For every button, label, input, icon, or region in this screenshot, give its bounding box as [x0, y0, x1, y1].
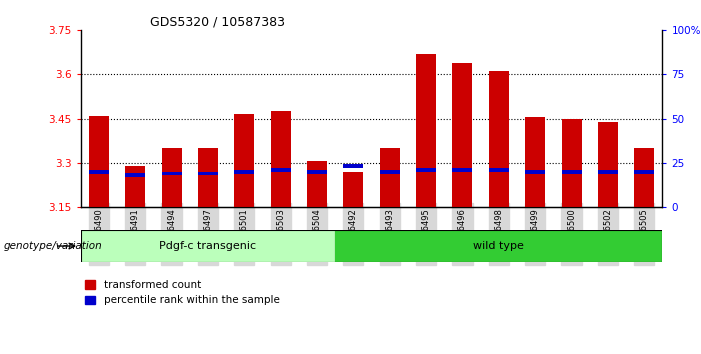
Bar: [81, 230, 335, 262]
Bar: [562, 170, 582, 174]
Bar: [234, 170, 254, 174]
Bar: [562, 119, 582, 207]
Text: genotype/variation: genotype/variation: [4, 241, 102, 251]
Bar: [489, 72, 509, 207]
Bar: [452, 63, 472, 207]
Bar: [198, 172, 218, 176]
Bar: [343, 165, 363, 169]
Text: Pdgf-c transgenic: Pdgf-c transgenic: [159, 241, 257, 251]
Legend: transformed count, percentile rank within the sample: transformed count, percentile rank withi…: [81, 276, 284, 310]
Bar: [125, 173, 145, 177]
Bar: [89, 170, 109, 174]
Bar: [234, 114, 254, 207]
Text: GDS5320 / 10587383: GDS5320 / 10587383: [151, 16, 285, 29]
Bar: [89, 116, 109, 207]
Bar: [125, 166, 145, 207]
Bar: [271, 168, 291, 172]
Text: wild type: wild type: [473, 241, 524, 251]
Bar: [335, 230, 662, 262]
Bar: [343, 172, 363, 207]
Bar: [307, 170, 327, 174]
Bar: [161, 172, 182, 176]
Bar: [598, 170, 618, 174]
Bar: [198, 148, 218, 207]
Bar: [525, 117, 545, 207]
Bar: [161, 148, 182, 207]
Bar: [489, 168, 509, 172]
Bar: [380, 170, 400, 174]
Bar: [525, 170, 545, 174]
Bar: [307, 161, 327, 207]
Bar: [271, 111, 291, 207]
Bar: [416, 54, 436, 207]
Bar: [380, 148, 400, 207]
Bar: [634, 170, 654, 174]
Bar: [416, 168, 436, 172]
Bar: [598, 121, 618, 207]
Bar: [634, 148, 654, 207]
Bar: [452, 168, 472, 172]
